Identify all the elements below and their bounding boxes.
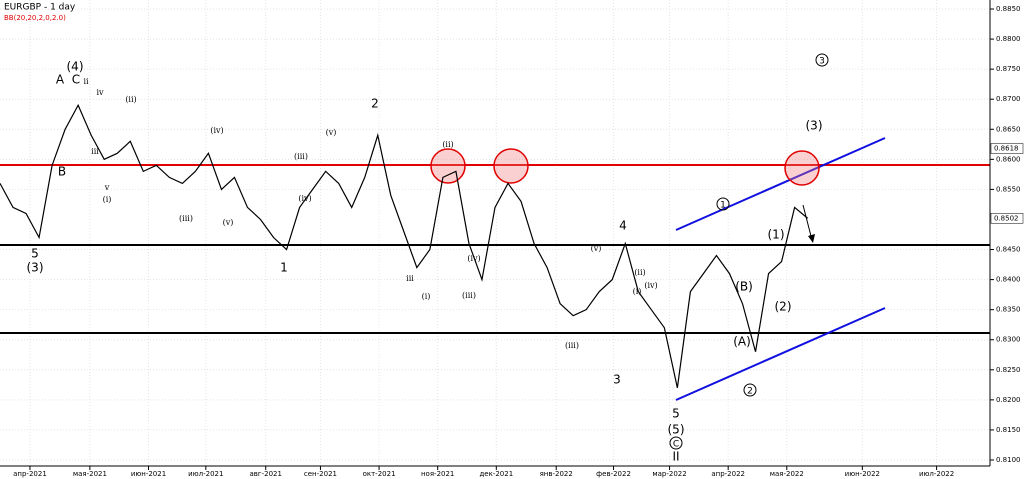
wave-label: 2 [371, 97, 379, 111]
y-tick-label: 0.8450 [996, 246, 1021, 254]
x-tick-label: мар-2022 [652, 470, 686, 478]
minor-wave-label: (iii) [294, 152, 308, 161]
minor-wave-label: iv [96, 88, 104, 97]
minor-wave-label: v [104, 183, 110, 192]
x-tick-label: мая-2022 [770, 470, 804, 478]
minor-wave-label: (ii) [442, 140, 453, 149]
y-tick-label: 0.8300 [996, 336, 1021, 344]
plot [0, 103, 809, 388]
y-tick-label: 0.8750 [996, 65, 1021, 73]
y-tick-label: 0.8250 [996, 366, 1021, 374]
y-tick-label: 0.8600 [996, 155, 1021, 163]
y-tick-label: 0.8700 [996, 95, 1021, 103]
x-tick-label: дек-2021 [479, 470, 513, 478]
price-label-box [990, 213, 1024, 224]
wave-label: B [58, 165, 66, 179]
wave-label: (4) [67, 60, 84, 74]
x-tick-label: янв-2022 [540, 470, 573, 478]
wave-label: (1) [768, 228, 785, 242]
y-tick-label: 0.8100 [996, 456, 1021, 464]
wave-label: (3) [806, 119, 823, 133]
minor-wave-label: (iii) [565, 341, 579, 350]
x-tick-label: фев-2022 [596, 470, 631, 478]
arrow [802, 204, 813, 241]
circled-label: 1 [720, 201, 726, 211]
channel-line [675, 137, 886, 231]
wave-label: A [56, 73, 65, 87]
minor-wave-label: (v) [591, 244, 602, 253]
y-tick-label: 0.8400 [996, 276, 1021, 284]
highlight-circle [430, 148, 466, 184]
y-tick-label: 0.8650 [996, 125, 1021, 133]
price-label: 0.8502 [994, 214, 1019, 222]
x-tick-label: мая-2021 [73, 470, 107, 478]
highlight-circle [784, 150, 820, 186]
minor-wave-label: (v) [326, 128, 337, 137]
y-tick-label: 0.8200 [996, 396, 1021, 404]
y-tick-label: 0.8850 [996, 5, 1021, 13]
x-tick-label: сен-2021 [304, 470, 337, 478]
price-label: 0.8618 [994, 145, 1019, 153]
x-tick-label: ноя-2021 [421, 470, 454, 478]
label-circle [743, 383, 757, 397]
minor-wave-label: (iii) [179, 214, 193, 223]
wave-label: 5 [31, 247, 39, 261]
arrow-head [808, 234, 815, 243]
wave-label: C [72, 73, 80, 87]
wave-label: (2) [775, 300, 792, 314]
wave-label: 5 [672, 407, 680, 421]
wave-label: 4 [619, 219, 627, 233]
x-tick-label: июл-2022 [919, 470, 954, 478]
price-line [0, 103, 809, 388]
minor-wave-label: (iii) [462, 291, 476, 300]
x-tick-label: апр-2022 [711, 470, 745, 478]
minor-wave-label: (iv) [644, 281, 657, 290]
minor-wave-label: (iv) [210, 126, 223, 135]
indicator-label: BB(20,20,2,0,2.0) [4, 14, 66, 22]
wave-label: (B) [735, 280, 753, 294]
minor-wave-label: (ii) [634, 268, 645, 277]
y-tick-label: 0.8800 [996, 35, 1021, 43]
x-tick-label: авг-2021 [250, 470, 282, 478]
minor-wave-label: (iv) [298, 194, 311, 203]
wave-label: (3) [27, 261, 44, 275]
minor-wave-label: (v) [223, 218, 234, 227]
wave-label: 3 [613, 373, 621, 387]
wave-label: (A) [733, 335, 751, 349]
chart-title: EURGBP - 1 day [4, 3, 76, 13]
grid [0, 0, 990, 466]
y-tick-label: 0.8350 [996, 306, 1021, 314]
minor-wave-label: (i) [422, 292, 431, 301]
x-tick-label: апр-2021 [13, 470, 47, 478]
circled-label: C [673, 440, 679, 450]
highlight-circle [493, 148, 529, 184]
label-circle [669, 436, 683, 450]
label-circle [815, 53, 829, 67]
minor-wave-label: iii [91, 147, 99, 156]
minor-wave-label: ii [83, 77, 89, 86]
minor-wave-label: (i) [633, 287, 642, 296]
y-tick-label: 0.8550 [996, 185, 1021, 193]
x-tick-label: окт-2021 [363, 470, 396, 478]
x-tick-label: июн-2021 [131, 470, 166, 478]
minor-wave-label: (iv) [467, 254, 480, 263]
channel-line [675, 307, 886, 401]
price-label-box [990, 143, 1024, 154]
x-tick-label: июн-2022 [845, 470, 880, 478]
circled-label: 3 [819, 57, 825, 67]
label-circle [716, 197, 730, 211]
y-tick-label: 0.8150 [996, 426, 1021, 434]
minor-wave-label: iii [406, 274, 414, 283]
minor-wave-label: (i) [103, 195, 112, 204]
minor-wave-label: (ii) [125, 95, 136, 104]
wave-label: (5) [668, 423, 685, 437]
x-tick-label: июл-2021 [188, 470, 223, 478]
wave-label: 1 [280, 261, 288, 275]
circled-label: 2 [747, 387, 753, 397]
wave-label: II [672, 450, 679, 464]
